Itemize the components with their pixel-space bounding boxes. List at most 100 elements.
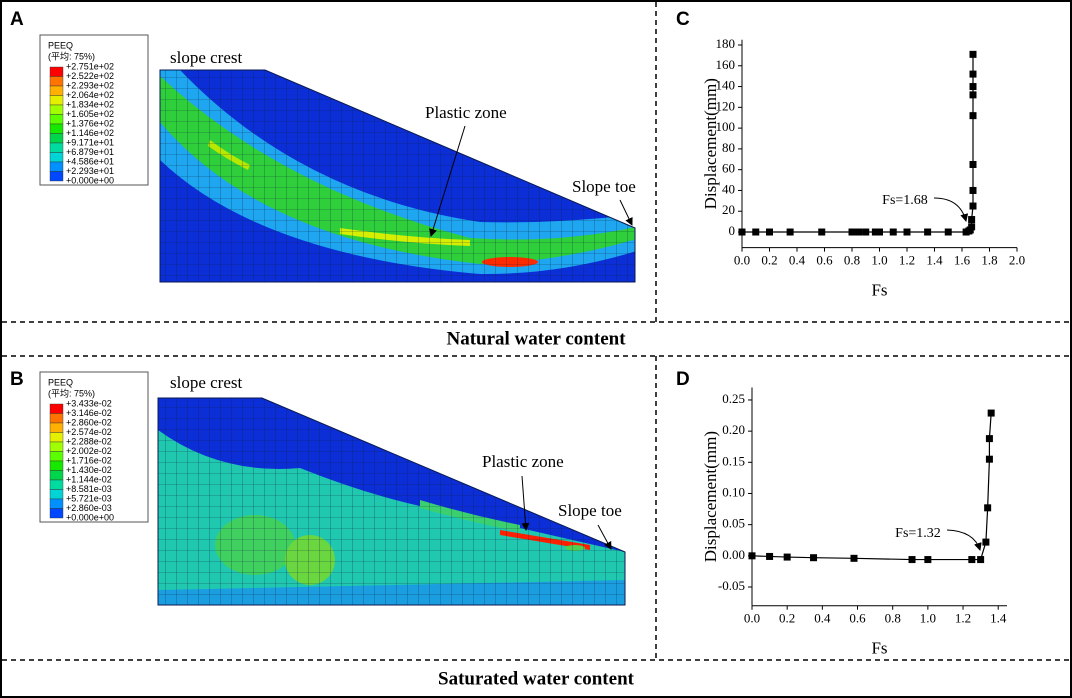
legend-swatch	[49, 403, 64, 414]
legend-swatch	[49, 460, 64, 471]
x-tick-label: 0.8	[844, 253, 860, 268]
annotation: Fs=1.32	[895, 526, 941, 541]
x-tick-label: 0.4	[789, 253, 806, 268]
legend-label: +0.000e+00	[66, 175, 114, 185]
data-point	[810, 554, 818, 562]
annotation: Plastic zone	[425, 103, 507, 122]
y-tick-label: 0.05	[722, 516, 745, 531]
x-tick-label: 0.0	[734, 253, 750, 268]
legend-label: +2.522e+02	[66, 71, 114, 81]
legend-label: +4.586e+01	[66, 156, 114, 166]
data-point	[969, 83, 977, 91]
data-point	[889, 228, 897, 236]
annotation: slope crest	[170, 48, 243, 67]
arrow	[597, 524, 612, 550]
x-tick-label: 0.4	[814, 611, 831, 626]
legend-swatch	[49, 432, 64, 443]
legend-label: +1.605e+02	[66, 109, 114, 119]
legend-label: +5.721e-03	[66, 493, 112, 503]
y-tick-label: 0	[729, 223, 736, 238]
x-tick-label: 1.8	[981, 253, 997, 268]
legend-label: +1.376e+02	[66, 118, 114, 128]
y-tick-label: 0.10	[722, 484, 745, 499]
y-tick-label: -0.05	[718, 578, 745, 593]
panel-label: C	[676, 9, 690, 30]
legend-label: +1.716e-02	[66, 455, 112, 465]
x-axis-label: Fs	[871, 281, 887, 300]
arrow	[429, 125, 466, 237]
data-point	[862, 228, 870, 236]
slope-outline	[157, 397, 626, 606]
y-tick-label: 120	[716, 98, 736, 113]
legend-label: +3.146e-02	[66, 408, 112, 418]
data-point	[977, 556, 985, 564]
data-point	[969, 91, 977, 99]
legend-label: +1.144e-02	[66, 474, 112, 484]
legend-label: +1.430e-02	[66, 465, 112, 475]
legend-label: +3.433e-02	[66, 398, 112, 408]
data-point	[903, 228, 911, 236]
y-tick-label: 60	[722, 161, 735, 176]
legend-label: +0.000e+00	[66, 512, 114, 522]
legend-title: PEEQ	[48, 377, 73, 387]
data-point	[969, 112, 977, 120]
legend-swatch	[49, 114, 64, 125]
legend-swatch	[49, 142, 64, 153]
data-point	[924, 228, 932, 236]
data-point	[968, 216, 976, 224]
legend-label: +2.002e-02	[66, 446, 112, 456]
data-point	[985, 455, 993, 463]
legend-label: +2.860e-02	[66, 417, 112, 427]
data-point	[848, 228, 856, 236]
x-tick-label: 0.2	[779, 611, 795, 626]
legend-swatch	[49, 451, 64, 462]
data-point	[766, 552, 774, 560]
x-tick-label: 1.4	[990, 611, 1007, 626]
data-point	[908, 556, 916, 564]
x-tick-label: 1.4	[926, 253, 943, 268]
x-tick-label: 1.2	[955, 611, 971, 626]
y-axis-label: Displacement(mm)	[701, 431, 720, 562]
y-tick-label: 80	[722, 140, 735, 155]
legend-label: +2.574e-02	[66, 427, 112, 437]
y-tick-label: 20	[722, 202, 735, 217]
x-tick-label: 0.2	[761, 253, 777, 268]
data-point	[855, 228, 863, 236]
x-tick-label: 1.6	[954, 253, 971, 268]
x-tick-label: 0.6	[816, 253, 833, 268]
y-tick-label: 180	[716, 36, 736, 51]
legend-swatch	[49, 479, 64, 490]
data-point	[969, 186, 977, 194]
legend-title: PEEQ	[48, 40, 73, 50]
data-point	[766, 228, 773, 236]
x-tick-label: 2.0	[1009, 253, 1025, 268]
legend-label: +2.288e-02	[66, 436, 112, 446]
data-point	[969, 50, 977, 58]
y-tick-label: 140	[716, 78, 736, 93]
legend-swatch	[49, 95, 64, 106]
legend-label: +2.293e+01	[66, 166, 114, 176]
arrow	[521, 475, 530, 531]
legend-subtitle: (平均: 75%)	[48, 387, 95, 398]
legend-swatch	[49, 104, 64, 115]
data-point	[876, 228, 883, 236]
legend-swatch	[49, 413, 64, 424]
legend-label: +1.834e+02	[66, 99, 114, 109]
y-tick-label: 160	[716, 57, 736, 72]
section-label: Saturated water content	[438, 668, 635, 689]
legend-label: +8.581e-03	[66, 484, 112, 494]
x-tick-label: 0.0	[744, 611, 760, 626]
x-tick-label: 1.2	[899, 253, 915, 268]
legend-swatch	[49, 441, 64, 452]
x-tick-label: 0.8	[885, 611, 901, 626]
data-point	[968, 556, 976, 564]
x-tick-label: 1.0	[920, 611, 936, 626]
y-tick-label: 0.25	[722, 391, 745, 406]
panel-label: B	[10, 369, 24, 390]
legend-swatch	[49, 76, 64, 87]
data-point	[924, 556, 932, 564]
legend-swatch	[49, 123, 64, 134]
data-point	[783, 553, 791, 561]
section-label: Natural water content	[446, 328, 626, 349]
